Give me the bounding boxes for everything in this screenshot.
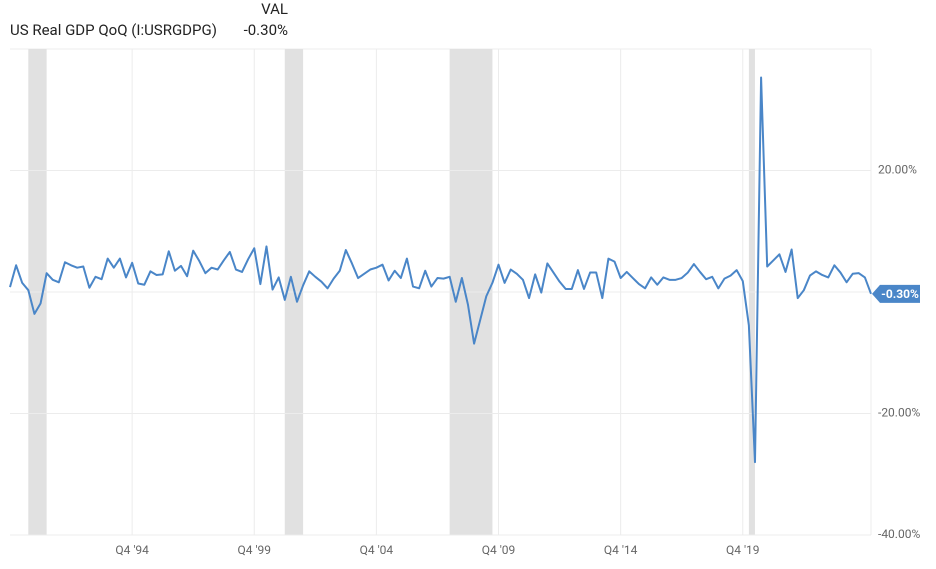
x-tick-label: Q4 '14 xyxy=(604,543,638,557)
y-tick-label: -40.00% xyxy=(878,527,920,541)
y-tick-label: -20.00% xyxy=(878,406,920,420)
x-tick-label: Q4 '19 xyxy=(726,543,760,557)
current-value: -0.30% xyxy=(244,21,288,39)
value-callout xyxy=(872,284,920,303)
y-tick-label: 20.00% xyxy=(878,163,917,177)
x-tick-label: Q4 '04 xyxy=(360,543,394,557)
chart-title: US Real GDP QoQ (I:USRGDPG) xyxy=(10,21,217,39)
x-tick-label: Q4 '94 xyxy=(115,543,149,557)
x-tick-label: Q4 '09 xyxy=(482,543,516,557)
x-tick-label: Q4 '99 xyxy=(237,543,271,557)
value-header: VAL xyxy=(261,0,288,18)
value-callout-label: -0.30% xyxy=(881,287,919,301)
data-line xyxy=(9,76,872,464)
